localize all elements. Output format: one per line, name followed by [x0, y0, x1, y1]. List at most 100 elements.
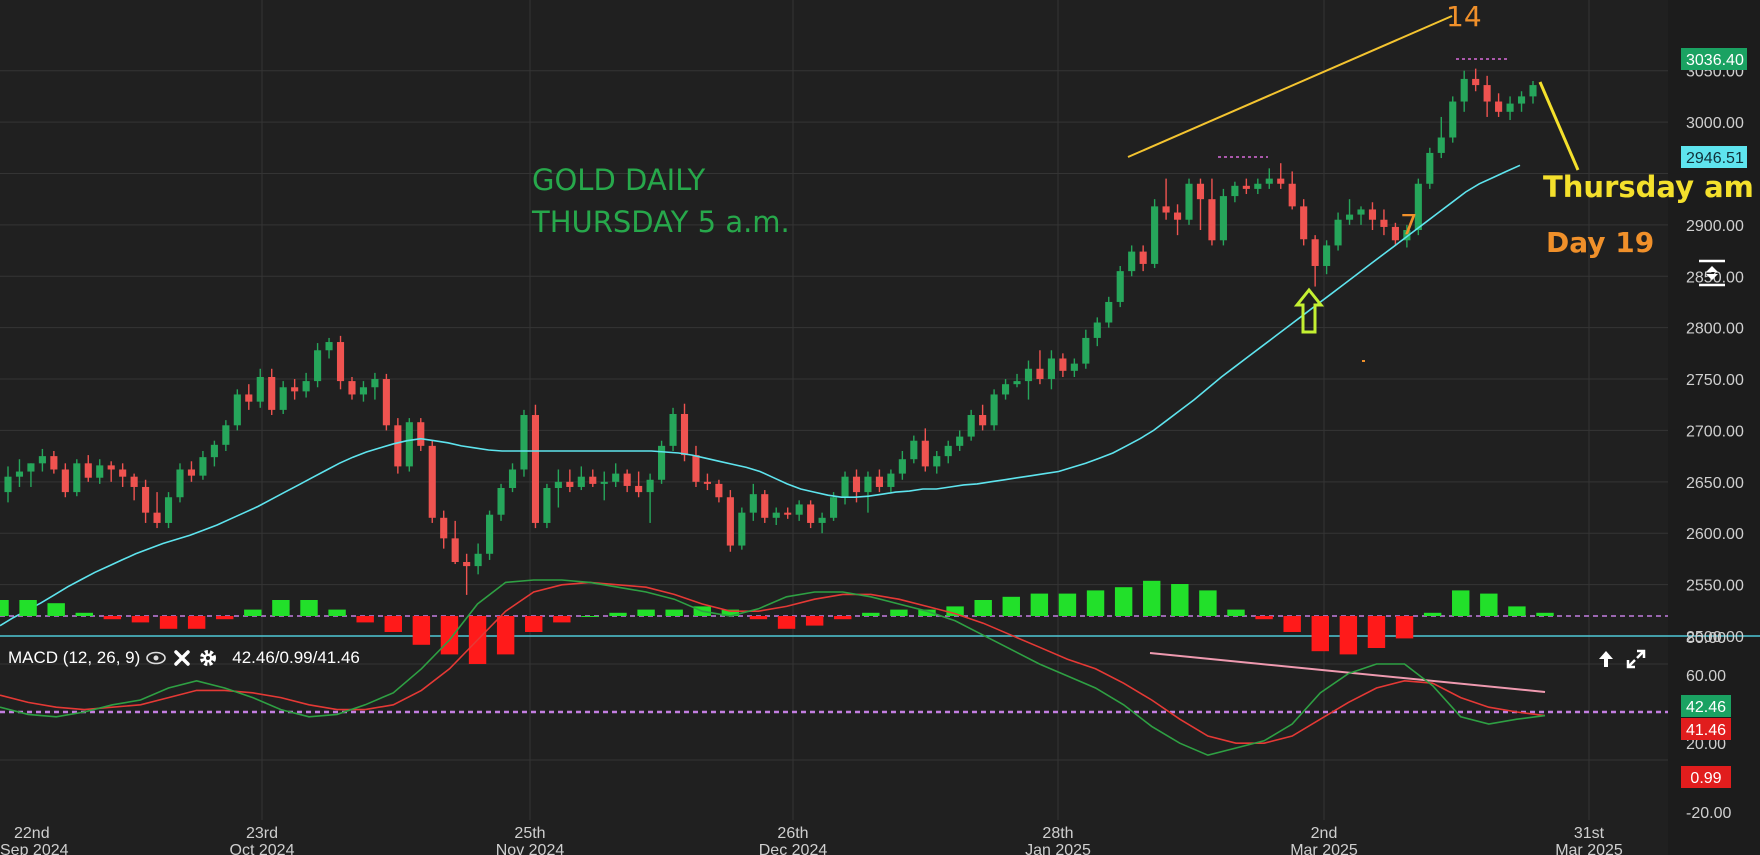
- candle-body: [635, 485, 643, 493]
- candle: [1345, 199, 1354, 225]
- candle-body: [1449, 101, 1457, 138]
- candle-body: [474, 553, 482, 567]
- candle: [1368, 202, 1377, 231]
- macd-label: MACD (12, 26, 9): [8, 648, 141, 667]
- candle: [1277, 163, 1285, 189]
- price-y-axis: 3050.003000.002900.002850.002800.002750.…: [1686, 64, 1744, 646]
- candle: [187, 461, 196, 482]
- candle: [371, 372, 379, 400]
- candle-body: [852, 476, 861, 493]
- close-icon[interactable]: [172, 648, 192, 668]
- macd-hist-bar: [75, 612, 93, 616]
- candle: [451, 520, 459, 565]
- candle-body: [749, 494, 757, 513]
- candle-body: [738, 512, 746, 546]
- candle: [1128, 245, 1136, 277]
- price-scale-handle-icon[interactable]: [1697, 258, 1727, 288]
- candle: [875, 469, 883, 493]
- candle: [1105, 296, 1113, 328]
- candle: [646, 473, 654, 523]
- candle-body: [210, 444, 218, 458]
- expand-icon[interactable]: [1625, 648, 1647, 670]
- macd-hist-bar: [272, 600, 290, 616]
- y-tick-label: 2800.00: [1686, 321, 1744, 338]
- candle-body: [1139, 251, 1147, 264]
- candle: [520, 409, 528, 477]
- y-tick-label: 2750.00: [1686, 372, 1744, 389]
- candle-body: [1162, 206, 1170, 213]
- candle-body: [50, 456, 58, 470]
- macd-hist-bar: [47, 603, 65, 616]
- candle: [566, 469, 574, 493]
- candle: [1208, 178, 1216, 246]
- candle: [394, 418, 402, 474]
- candle-body: [27, 463, 35, 472]
- candle: [554, 469, 562, 508]
- macd-hist-bar: [1086, 590, 1105, 616]
- x-tick-day: 25th: [514, 825, 545, 842]
- y-tick-label: 2650.00: [1686, 475, 1744, 492]
- eye-icon[interactable]: [146, 648, 167, 668]
- candle-body: [589, 476, 597, 484]
- candle-body: [898, 459, 906, 474]
- thursday-annotation: Thursday am: [1543, 170, 1754, 204]
- candle: [1506, 96, 1514, 121]
- wave-label-14: 14: [1446, 0, 1482, 33]
- macd-hist-bar: [1367, 616, 1386, 648]
- candle-body: [15, 471, 24, 477]
- candle-body: [4, 476, 12, 493]
- macd-hist-bar: [525, 616, 543, 632]
- macd-hist-bar: [1114, 587, 1133, 616]
- arrow-up-icon[interactable]: [1595, 648, 1617, 670]
- candle: [600, 471, 608, 501]
- macd-hist-bar: [356, 616, 374, 623]
- y-tick-label: 2850.00: [1686, 269, 1744, 286]
- candle: [1300, 199, 1308, 246]
- macd-hist-bar: [1536, 612, 1554, 616]
- candle: [1162, 178, 1170, 220]
- candle-body: [577, 476, 585, 487]
- candle: [967, 409, 975, 441]
- x-tick-day: 31st: [1574, 825, 1605, 842]
- candle-body: [600, 481, 608, 484]
- candle: [1093, 317, 1101, 347]
- candle: [1242, 178, 1250, 195]
- gear-icon[interactable]: [198, 648, 218, 668]
- candle: [428, 440, 436, 523]
- macd-hist-bar: [1423, 612, 1442, 616]
- macd-hist-bar: [1227, 609, 1245, 616]
- candle-body: [1495, 101, 1503, 112]
- candle-body: [1311, 239, 1319, 266]
- macd-hist-bar: [946, 606, 964, 616]
- macd-hist-bar: [1171, 584, 1189, 616]
- candle-body: [818, 517, 826, 523]
- candle-body: [1070, 363, 1078, 371]
- arrow-up-marker-icon: [1293, 287, 1325, 334]
- macd-hist-bar: [328, 609, 346, 616]
- candle: [176, 463, 184, 503]
- macd-hist-bar: [1255, 616, 1273, 620]
- candle: [1070, 358, 1078, 377]
- y-tick-label: 20.00: [1686, 736, 1726, 753]
- candle-body: [1185, 183, 1193, 220]
- candle-body: [772, 512, 780, 518]
- candle-body: [933, 456, 941, 467]
- candle: [1047, 350, 1055, 390]
- macd-panel: [0, 579, 1668, 757]
- candle: [956, 430, 964, 451]
- y-tick-label: -20.00: [1686, 805, 1731, 822]
- macd-line: [0, 579, 1546, 757]
- candle: [543, 483, 551, 529]
- candle-body: [841, 476, 849, 498]
- candle-body: [1024, 368, 1033, 382]
- candle-body: [1219, 196, 1227, 241]
- candle-body: [944, 445, 952, 457]
- candle-body: [394, 425, 402, 467]
- candle: [233, 389, 241, 431]
- candle: [38, 448, 46, 472]
- x-tick-day: 22nd: [14, 825, 50, 842]
- macd-hist-bar: [384, 616, 402, 632]
- candle-body: [1105, 301, 1113, 323]
